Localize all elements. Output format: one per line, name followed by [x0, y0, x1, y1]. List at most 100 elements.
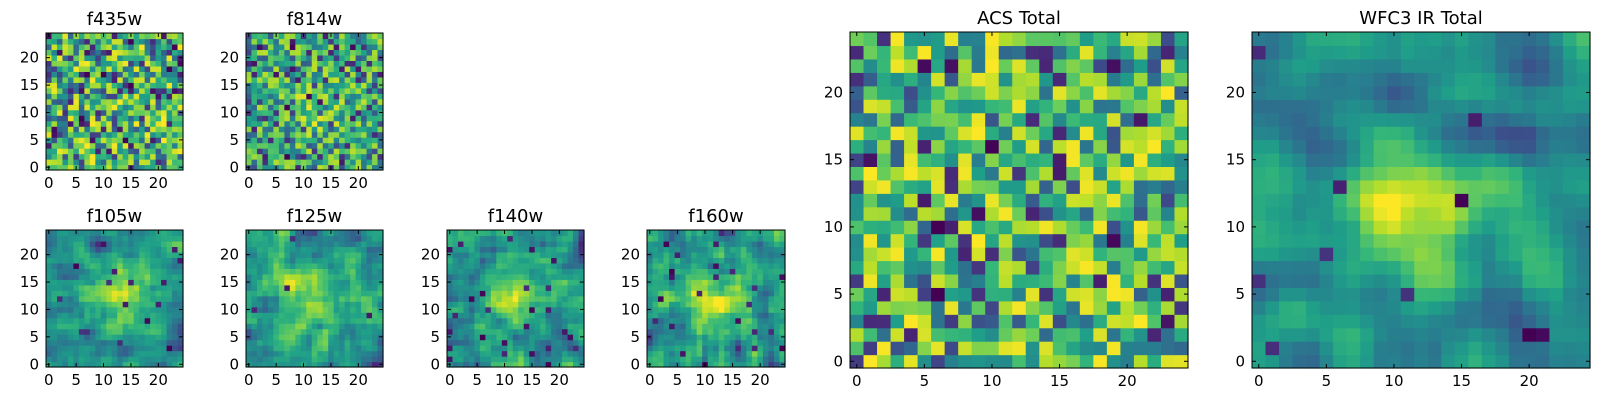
heatmap-cell [1400, 233, 1415, 248]
heatmap-cell [339, 268, 346, 275]
heatmap-cell [273, 98, 280, 105]
heatmap-cell [551, 273, 558, 280]
heatmap-cell [850, 260, 865, 275]
heatmap-cell [540, 273, 547, 280]
heatmap-cell [84, 33, 91, 40]
heatmap-cell [1120, 193, 1135, 208]
heatmap-cell [773, 323, 781, 330]
heatmap-cell [317, 109, 324, 116]
heatmap-cell [751, 345, 758, 352]
heatmap-cell [161, 257, 168, 264]
heatmap-cell [350, 126, 357, 133]
heatmap-cell [877, 152, 892, 167]
heatmap-cell [344, 356, 351, 363]
heatmap-cell [128, 279, 135, 286]
heatmap-cell [1025, 58, 1040, 73]
heatmap-cell [278, 257, 285, 264]
heatmap-cell [890, 260, 905, 275]
heatmap-cell [117, 49, 124, 56]
heatmap-cell [652, 356, 659, 363]
heatmap-cell [372, 301, 379, 308]
heatmap-cell [84, 115, 91, 122]
heatmap-cell [289, 137, 296, 144]
heatmap-cell [1265, 300, 1280, 315]
heatmap-cell [971, 247, 986, 262]
heatmap-cell [917, 139, 932, 154]
heatmap-cell [1066, 193, 1081, 208]
heatmap-cell [166, 268, 173, 275]
heatmap-cell [111, 148, 118, 155]
heatmap-cell [117, 279, 124, 286]
heatmap-cell [344, 142, 351, 149]
heatmap-cell [669, 273, 676, 280]
heatmap-cell [1025, 166, 1040, 181]
heatmap-cell [106, 235, 113, 242]
heatmap-cell [1025, 354, 1040, 369]
heatmap-cell [556, 323, 563, 330]
heatmap-cell [958, 152, 973, 167]
heatmap-cell [111, 235, 118, 242]
heatmap-cell [556, 290, 563, 297]
heatmap-cell [56, 361, 64, 368]
heatmap-cell [746, 306, 753, 313]
heatmap-cell [284, 38, 291, 45]
heatmap-cell [372, 273, 379, 280]
heatmap-cell [1012, 273, 1027, 288]
heatmap-cell [685, 295, 692, 302]
heatmap-cell [51, 93, 58, 100]
heatmap-cell [62, 345, 69, 352]
heatmap-cell [306, 82, 313, 89]
y-tick-label: 5 [630, 328, 640, 346]
heatmap-cell [355, 126, 362, 133]
heatmap-cell [1265, 152, 1280, 167]
heatmap-cell [161, 356, 168, 363]
heatmap-cell [372, 33, 379, 40]
heatmap-cell [545, 268, 552, 275]
heatmap-cell [534, 339, 541, 346]
heatmap-cell [773, 273, 781, 280]
heatmap-cell [1147, 45, 1162, 60]
heatmap-cell [696, 284, 703, 291]
heatmap-cell [172, 148, 179, 155]
heatmap-cell [172, 334, 179, 341]
heatmap-cell [1093, 166, 1108, 181]
heatmap-cell [377, 87, 384, 94]
heatmap-cell [685, 328, 692, 335]
heatmap-cell [998, 260, 1013, 275]
heatmap-cell [155, 38, 162, 45]
heatmap-cell [658, 334, 665, 341]
heatmap-cell [1373, 233, 1388, 248]
heatmap-cell [1333, 179, 1348, 194]
heatmap-cell [518, 295, 525, 302]
heatmap-cell [311, 65, 318, 72]
heatmap-cell [328, 312, 335, 319]
heatmap-cell [262, 98, 269, 105]
heatmap-cell [62, 273, 69, 280]
heatmap-cell [133, 334, 140, 341]
heatmap-cell [447, 323, 454, 330]
heatmap-cell [762, 301, 770, 308]
heatmap-cell [556, 268, 563, 275]
heatmap-cell [166, 159, 173, 166]
heatmap-cell [273, 262, 280, 269]
heatmap-cell [971, 112, 986, 127]
heatmap-cell [551, 230, 558, 237]
heatmap-cell [246, 153, 253, 160]
heatmap-cell [1052, 152, 1067, 167]
heatmap-cell [78, 257, 85, 264]
heatmap-cell [518, 290, 525, 297]
heatmap-cell [1333, 193, 1348, 208]
heatmap-cell [333, 54, 340, 61]
heatmap-cell [669, 246, 676, 253]
heatmap-cell [685, 306, 692, 313]
heatmap-cell [161, 54, 168, 61]
heatmap-cell [322, 339, 329, 346]
heatmap-cell [377, 104, 384, 111]
heatmap-cell [84, 262, 91, 269]
heatmap-cell [128, 142, 135, 149]
heatmap-cell [468, 235, 475, 242]
heatmap-cell [573, 251, 580, 258]
heatmap-cell [1066, 126, 1081, 141]
heatmap-cell [256, 235, 264, 242]
x-tick-label: 10 [495, 371, 514, 389]
